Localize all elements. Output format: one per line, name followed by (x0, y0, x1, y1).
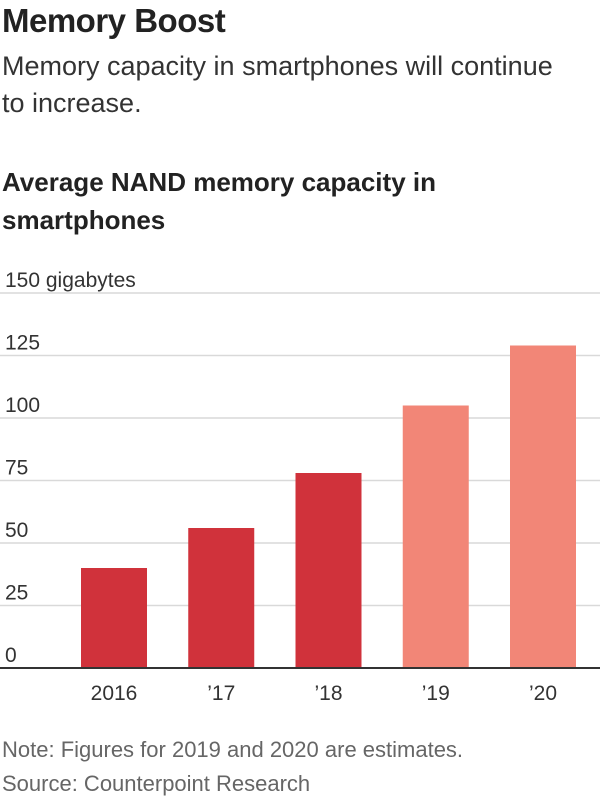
bar-1 (188, 528, 255, 668)
source-text: Source: Counterpoint Research (2, 771, 311, 796)
bar-2 (295, 473, 362, 668)
tick-labels: 0 25 50 75 100 125 150 gigabytes 2016 ’17 ’18 ’19 ’… (5, 269, 557, 705)
bar-3 (402, 405, 469, 668)
chart-title: Average NAND memory capacity in smartpho… (2, 167, 436, 235)
chart-subtitle: Memory capacity in smartphones will cont… (2, 51, 553, 118)
y-tick-label: 100 (5, 394, 40, 417)
bar-chart: 0 25 50 75 100 125 150 gigabytes 2016 ’17 ’18 ’19 ’… (0, 269, 600, 705)
bar-0 (81, 568, 147, 668)
y-tick-label: 25 (5, 582, 28, 605)
bar-4 (510, 345, 576, 668)
chart-headline: Memory Boost (2, 2, 226, 39)
x-tick-label: ’19 (422, 682, 450, 705)
y-tick-label: 150 gigabytes (5, 269, 136, 292)
bars (81, 345, 576, 668)
footnote: Note: Figures for 2019 and 2020 are esti… (2, 733, 463, 801)
note-text: Note: Figures for 2019 and 2020 are esti… (2, 737, 464, 762)
x-tick-label: ’18 (314, 682, 342, 705)
x-tick-label: ’17 (207, 682, 235, 705)
y-tick-label: 0 (5, 644, 17, 667)
x-tick-label: ’20 (529, 682, 557, 705)
y-tick-label: 75 (5, 457, 28, 480)
x-tick-label: 2016 (91, 682, 138, 705)
y-tick-label: 50 (5, 519, 28, 542)
y-tick-label: 125 (5, 332, 40, 355)
